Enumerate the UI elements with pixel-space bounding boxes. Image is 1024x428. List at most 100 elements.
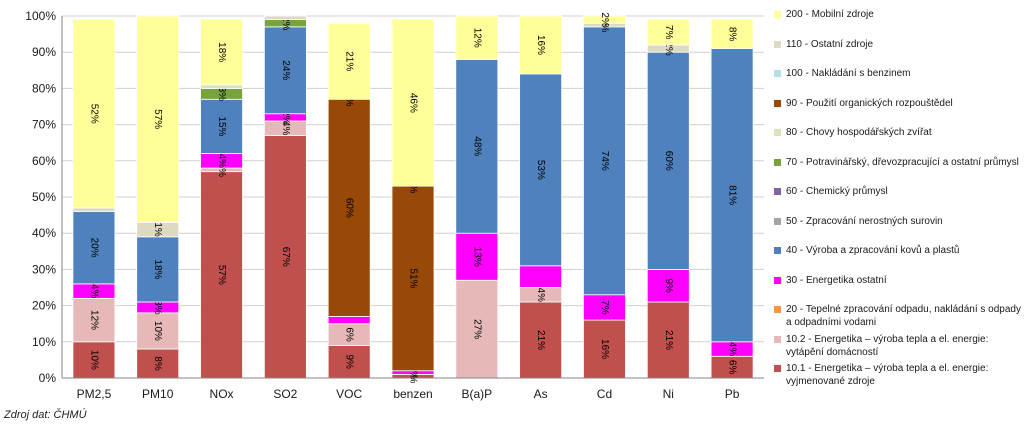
legend-swatch [774, 70, 781, 77]
legend-item: 70 - Potravinářský, dřevozpracující a os… [774, 156, 1022, 169]
legend-swatch [774, 188, 781, 195]
legend-item: 100 - Nakládání s benzinem [774, 67, 1022, 80]
legend-swatch [774, 335, 781, 343]
bar-segment [327, 98, 371, 317]
data-label: 1% [408, 369, 419, 384]
y-tick-label: 100% [25, 9, 56, 23]
legend-swatch [774, 99, 781, 107]
data-label: 2% [280, 16, 291, 31]
bar-segment [136, 348, 180, 379]
legend-label: 110 - Ostatní zdroje [786, 38, 874, 50]
legend-item: 10.1 - Energetika – výroba tepla a el. e… [774, 362, 1022, 388]
legend-swatch [774, 158, 781, 166]
data-label: 12% [471, 28, 482, 48]
legend-label: 10.2 - Energetika – výroba tepla a el. e… [786, 333, 989, 358]
legend-swatch [774, 217, 781, 225]
x-tick-label: Pb [725, 387, 740, 401]
bar-segment [200, 171, 243, 379]
data-label: 1% [599, 18, 610, 33]
data-label: 6% [727, 360, 738, 375]
data-label: 3% [152, 300, 163, 315]
bar-segment [455, 232, 499, 281]
data-label: 18% [152, 259, 163, 279]
bar-segment [136, 15, 180, 223]
legend-label: 100 - Nakládání s benzinem [786, 68, 911, 79]
data-label: 1% [216, 163, 227, 178]
data-label: 12% [88, 310, 99, 330]
bar-segment [519, 73, 563, 267]
legend-swatch [774, 11, 781, 18]
source-note: Zdroj dat: ČHMÚ [4, 409, 87, 421]
legend-label: 80 - Chovy hospodářských zvířat [786, 127, 932, 138]
x-tick-label: B(a)P [461, 387, 492, 401]
bar-segment [72, 341, 116, 379]
data-label: 52% [88, 104, 99, 124]
data-label: 57% [152, 109, 163, 129]
legend-swatch [774, 129, 781, 136]
legend-swatch [774, 247, 781, 254]
data-label: 9% [344, 354, 355, 369]
legend-item: 200 - Mobilní zdroje [774, 8, 1022, 21]
legend-swatch [774, 365, 781, 372]
bar-segment [263, 26, 307, 115]
y-tick-label: 40% [32, 226, 56, 240]
data-label: 24% [280, 60, 291, 80]
data-label: 81% [727, 185, 738, 205]
data-label: 57% [216, 265, 227, 285]
data-label: 67% [280, 247, 291, 267]
bar-segment [646, 301, 690, 379]
bar-segment [136, 312, 180, 350]
bar-segment [583, 15, 626, 24]
y-tick-label: 50% [32, 190, 56, 204]
bar-segment [519, 15, 563, 75]
legend-label: 20 - Tepelné zpracování odpadu, nakládán… [786, 304, 1021, 328]
legend-item: 10.2 - Energetika – výroba tepla a el. e… [774, 333, 1022, 359]
data-label: 6% [344, 327, 355, 342]
data-label: 60% [663, 151, 674, 171]
data-label: 18% [216, 42, 227, 62]
legend-item: 30 - Energetika ostatní [774, 274, 1022, 287]
bar-segment [263, 135, 307, 379]
y-tick-label: 20% [32, 299, 56, 313]
data-label: 74% [599, 151, 610, 171]
data-label: 7% [663, 25, 674, 40]
data-label: 8% [152, 356, 163, 371]
data-label: 15% [216, 116, 227, 136]
data-label: 46% [408, 93, 419, 113]
legend-swatch [774, 306, 781, 313]
data-label: 27% [471, 319, 482, 339]
data-label: 60% [344, 198, 355, 218]
bar-segment [200, 19, 243, 86]
y-tick-label: 30% [32, 262, 56, 276]
data-label: 48% [471, 136, 482, 156]
bar-segment [455, 15, 499, 60]
bar-segment [710, 19, 754, 49]
bar-segment [455, 59, 499, 234]
bar-segment [646, 19, 690, 46]
data-label: 4% [280, 121, 291, 136]
data-label: 9% [663, 278, 674, 293]
x-tick-label: As [534, 387, 548, 401]
legend-item: 110 - Ostatní zdroje [774, 38, 1022, 51]
x-tick-label: Cd [597, 387, 612, 401]
data-label: 4% [727, 342, 738, 357]
bar-segment [519, 265, 563, 288]
bar-segment [72, 19, 116, 209]
legend-swatch [774, 276, 781, 284]
bar-segment [263, 15, 307, 21]
data-label: 7% [599, 300, 610, 315]
x-tick-label: SO2 [273, 387, 297, 401]
y-tick-label: 90% [32, 45, 56, 59]
x-tick-label: NOx [210, 387, 234, 401]
data-label: 2% [280, 110, 291, 125]
data-label: 21% [344, 51, 355, 71]
legend-label: 60 - Chemický průmysl [786, 186, 888, 197]
legend-label: 30 - Energetika ostatní [786, 274, 887, 286]
y-tick-label: 70% [32, 118, 56, 132]
y-tick-label: 60% [32, 154, 56, 168]
data-label: 13% [471, 247, 482, 267]
bar-segment [583, 294, 626, 321]
bar-segment [72, 207, 116, 212]
x-tick-label: PM2,5 [77, 387, 112, 401]
data-label: 2% [663, 41, 674, 56]
